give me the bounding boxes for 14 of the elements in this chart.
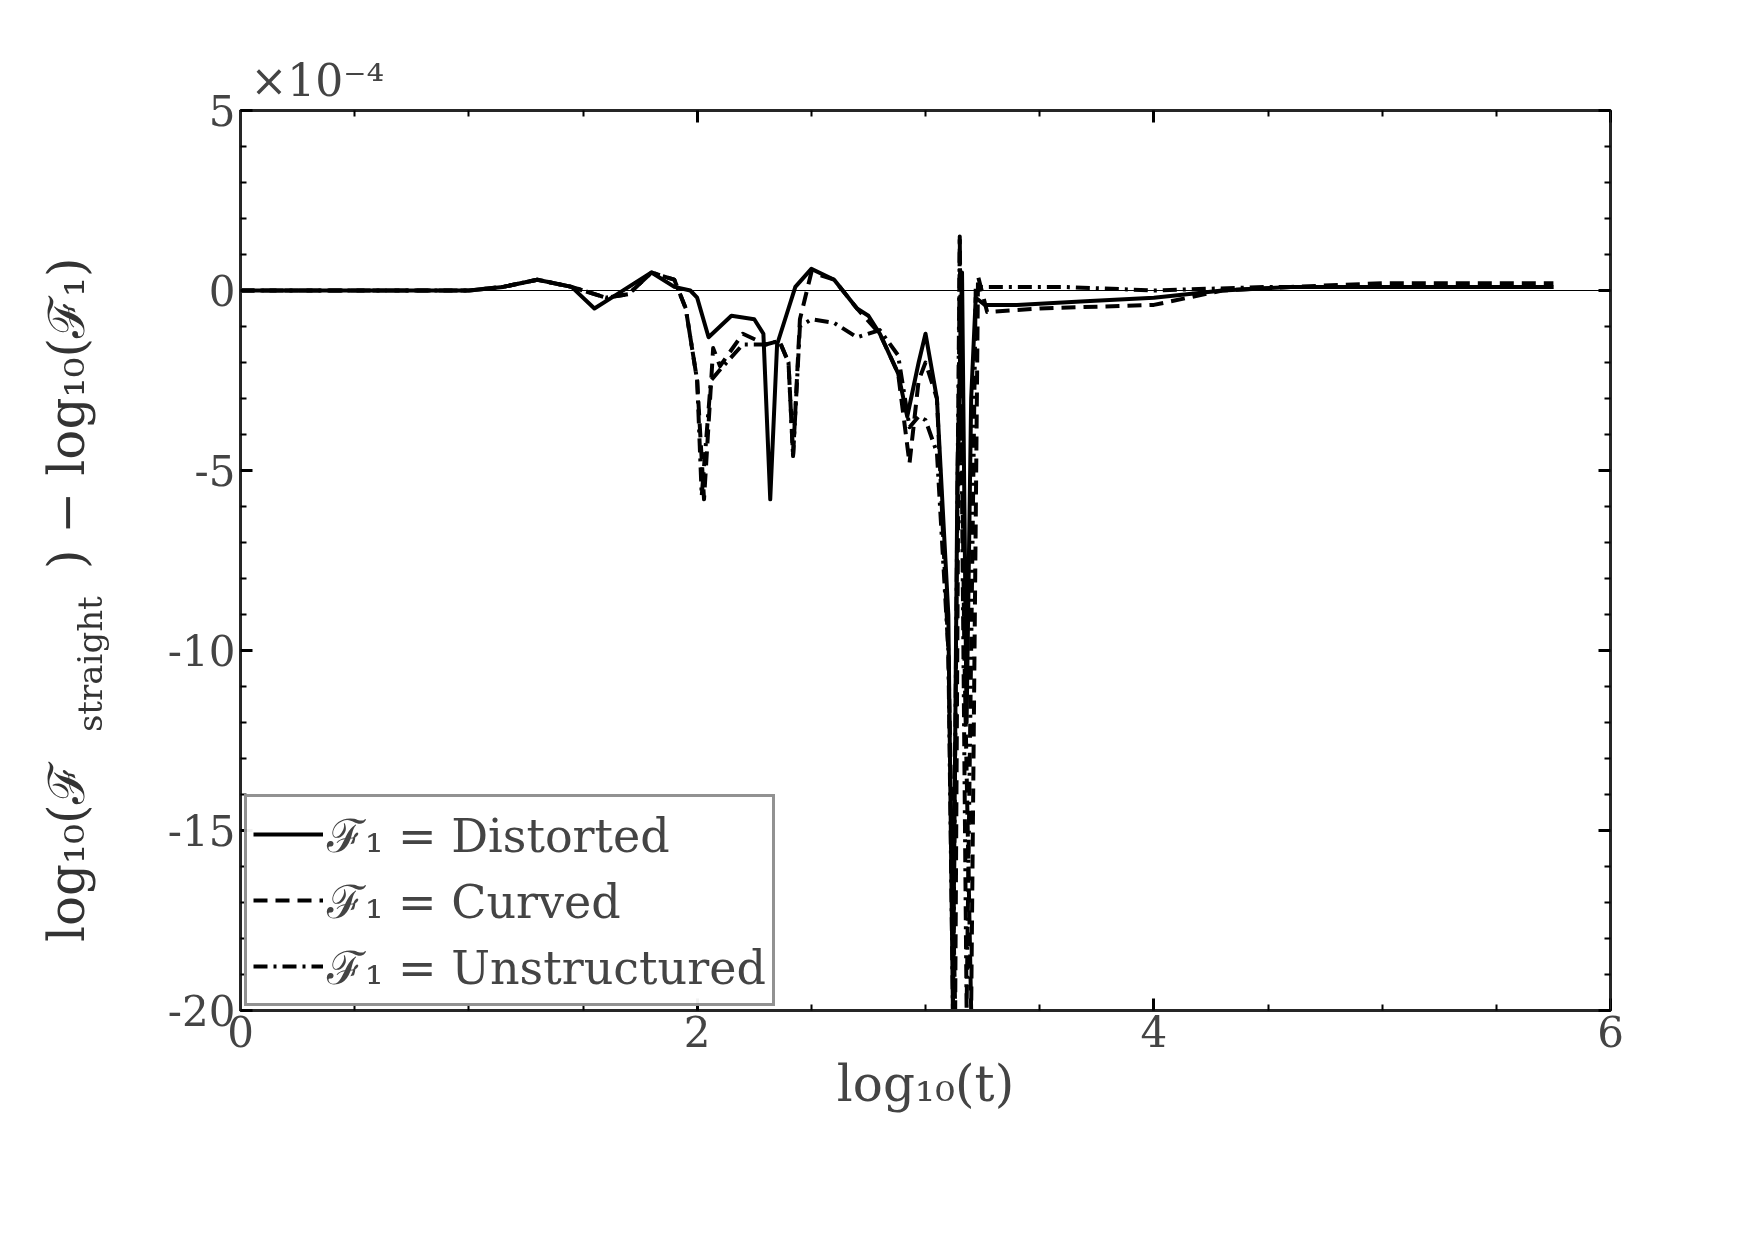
legend-label: ℱ₁ = Distorted [327,808,670,865]
x-tick-label: 6 [1597,1007,1624,1057]
x-tick-label: 4 [1140,1007,1168,1057]
y-tick-label: -10 [167,627,236,676]
x-axis-title: log₁₀(t) [836,1054,1015,1113]
y-tick-label: 0 [208,267,236,316]
text: ×10⁻⁴ [250,54,385,106]
legend-label: ℱ₁ = Curved [327,874,621,931]
y-tick-label: -5 [194,447,236,496]
y-axis-title: log₁₀(ℱstraight) − log₁₀(ℱ₁) [37,257,110,943]
legend-label: ℱ₁ = Unstructured [327,940,766,997]
y-tick-label: 5 [208,87,236,136]
x-tick-label: 2 [683,1007,711,1057]
y-tick-label: -15 [167,807,236,856]
